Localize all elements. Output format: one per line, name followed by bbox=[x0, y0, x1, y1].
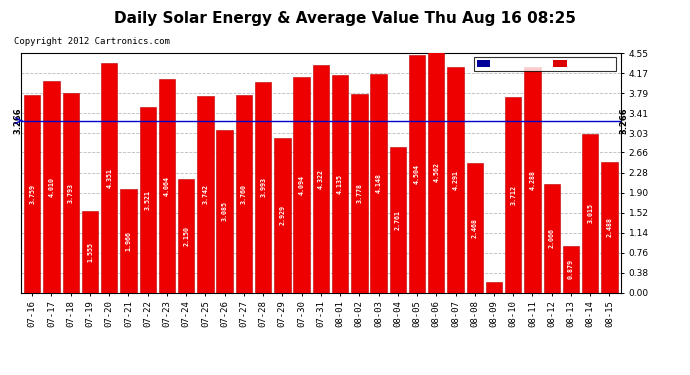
Text: 0.879: 0.879 bbox=[568, 260, 574, 279]
Text: 3.521: 3.521 bbox=[145, 190, 150, 210]
Text: 2.761: 2.761 bbox=[395, 210, 401, 230]
Bar bbox=[255, 82, 271, 292]
Bar bbox=[351, 94, 368, 292]
Text: 3.793: 3.793 bbox=[68, 183, 74, 203]
Text: 4.288: 4.288 bbox=[529, 170, 535, 190]
Text: 4.322: 4.322 bbox=[318, 169, 324, 189]
Bar bbox=[139, 107, 156, 292]
Bar bbox=[601, 162, 618, 292]
Bar bbox=[505, 97, 522, 292]
Bar bbox=[466, 163, 483, 292]
Text: Daily Solar Energy & Average Value Thu Aug 16 08:25: Daily Solar Energy & Average Value Thu A… bbox=[114, 11, 576, 26]
Text: 3.778: 3.778 bbox=[356, 183, 362, 203]
Bar bbox=[24, 94, 41, 292]
Text: 2.066: 2.066 bbox=[549, 228, 555, 248]
Text: 4.351: 4.351 bbox=[106, 168, 112, 188]
Bar bbox=[524, 67, 541, 292]
Bar bbox=[293, 77, 310, 292]
Text: 3.759: 3.759 bbox=[29, 184, 35, 204]
Bar bbox=[63, 93, 79, 292]
Bar bbox=[409, 56, 425, 292]
Bar bbox=[159, 79, 175, 292]
Text: 3.993: 3.993 bbox=[260, 177, 266, 197]
Text: 4.094: 4.094 bbox=[299, 175, 304, 195]
Text: 4.010: 4.010 bbox=[48, 177, 55, 197]
Bar bbox=[486, 282, 502, 292]
Text: 3.015: 3.015 bbox=[587, 203, 593, 223]
Bar bbox=[101, 63, 117, 292]
Text: 1.966: 1.966 bbox=[126, 231, 132, 251]
Text: 4.135: 4.135 bbox=[337, 174, 343, 194]
Bar bbox=[217, 130, 233, 292]
Bar bbox=[274, 138, 290, 292]
Text: 1.555: 1.555 bbox=[87, 242, 93, 262]
Bar bbox=[544, 184, 560, 292]
Text: 3.712: 3.712 bbox=[510, 185, 516, 205]
Text: 2.150: 2.150 bbox=[183, 226, 189, 246]
Text: Copyright 2012 Cartronics.com: Copyright 2012 Cartronics.com bbox=[14, 38, 170, 46]
Bar bbox=[236, 94, 252, 292]
Text: 4.064: 4.064 bbox=[164, 176, 170, 195]
Bar bbox=[82, 211, 98, 292]
Bar bbox=[563, 246, 579, 292]
Text: 3.266: 3.266 bbox=[619, 107, 628, 134]
Bar bbox=[390, 147, 406, 292]
Text: 4.291: 4.291 bbox=[453, 170, 459, 190]
Bar bbox=[313, 65, 329, 292]
Text: 3.085: 3.085 bbox=[221, 201, 228, 221]
Text: 4.504: 4.504 bbox=[414, 164, 420, 184]
Text: 4.562: 4.562 bbox=[433, 162, 440, 183]
Text: 2.468: 2.468 bbox=[472, 217, 477, 237]
Text: 3.266: 3.266 bbox=[14, 107, 23, 134]
Text: 4.148: 4.148 bbox=[375, 173, 382, 194]
Bar bbox=[120, 189, 137, 292]
Legend: Average  ($), Daily   ($): Average ($), Daily ($) bbox=[474, 57, 616, 71]
Bar bbox=[197, 96, 214, 292]
Text: 3.742: 3.742 bbox=[202, 184, 208, 204]
Text: 2.929: 2.929 bbox=[279, 206, 286, 225]
Bar bbox=[178, 179, 195, 292]
Bar bbox=[582, 134, 598, 292]
Bar bbox=[428, 53, 444, 292]
Bar bbox=[43, 81, 59, 292]
Bar bbox=[332, 75, 348, 292]
Text: 2.488: 2.488 bbox=[607, 217, 613, 237]
Text: 3.760: 3.760 bbox=[241, 183, 247, 204]
Bar bbox=[447, 67, 464, 292]
Bar bbox=[371, 74, 387, 292]
